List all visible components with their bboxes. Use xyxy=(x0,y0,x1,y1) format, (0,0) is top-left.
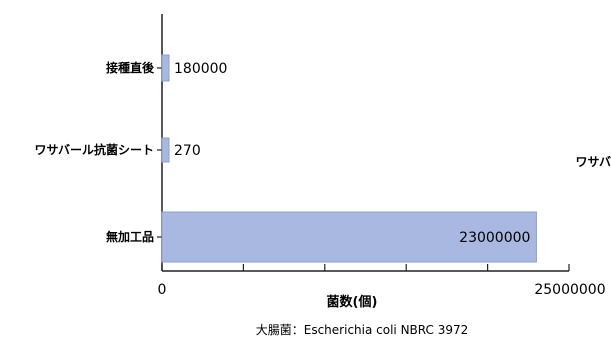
category-label: 接種直後 xyxy=(106,60,155,75)
chart-labels: 0 25000000 接種直後 180000 ワサバール抗菌シート 270 無加工品 2300… xyxy=(34,60,605,298)
value-label: 23000000 xyxy=(459,230,530,246)
value-label: 270 xyxy=(174,143,201,159)
x-tick-label: 0 xyxy=(158,282,167,298)
chart-bars xyxy=(161,54,537,263)
category-label: 無加工品 xyxy=(106,229,154,244)
cut-off-label: ワサバ xyxy=(575,155,611,169)
x-axis-title: 菌数(個) xyxy=(327,294,378,310)
chart-caption: 大腸菌：Escherichia coli NBRC 3972 xyxy=(256,323,469,337)
bar xyxy=(161,54,170,82)
category-label: ワサバール抗菌シート xyxy=(34,142,154,157)
bar xyxy=(161,211,537,263)
bar xyxy=(161,137,170,163)
x-tick-label: 25000000 xyxy=(534,282,605,298)
value-label: 180000 xyxy=(174,61,227,77)
